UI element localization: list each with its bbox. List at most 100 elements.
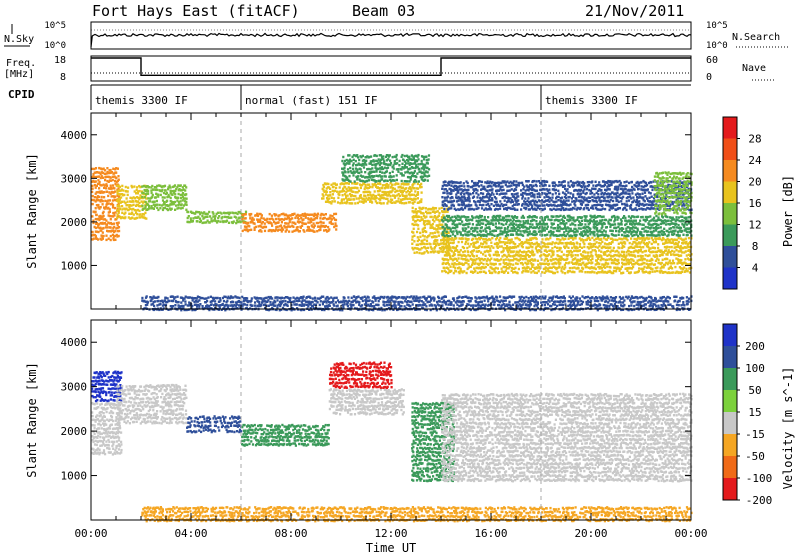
data-cell xyxy=(625,230,628,233)
data-cell xyxy=(492,223,495,226)
data-cell xyxy=(375,154,378,158)
data-cell xyxy=(181,199,184,202)
data-cell xyxy=(400,179,403,183)
data-cell xyxy=(477,267,480,270)
data-cell xyxy=(557,184,560,187)
data-cell xyxy=(368,174,371,177)
data-cell xyxy=(459,233,462,236)
data-cell xyxy=(575,199,578,202)
data-cell xyxy=(452,199,456,203)
data-cell xyxy=(96,198,99,202)
data-cell xyxy=(98,182,101,185)
data-cell xyxy=(494,222,497,225)
data-cell xyxy=(652,219,655,222)
data-cell xyxy=(133,209,136,212)
data-cell xyxy=(639,258,642,262)
data-cell xyxy=(415,180,418,183)
data-cell xyxy=(663,242,666,245)
data-cell xyxy=(496,246,499,249)
data-cell xyxy=(459,253,462,257)
data-cell xyxy=(489,199,493,202)
data-cell xyxy=(521,214,524,218)
data-cell xyxy=(584,257,587,260)
data-cell xyxy=(659,267,662,270)
data-cell xyxy=(133,217,136,220)
data-cell xyxy=(548,262,551,266)
data-cell xyxy=(487,216,490,219)
data-cell xyxy=(525,238,528,241)
data-cell xyxy=(94,176,97,179)
data-cell xyxy=(463,195,466,198)
data-cell xyxy=(487,245,490,248)
data-cell xyxy=(589,214,592,217)
data-cell xyxy=(114,182,117,186)
data-cell xyxy=(383,175,386,178)
data-cell xyxy=(568,214,571,218)
data-cell xyxy=(394,201,397,204)
data-cell xyxy=(362,179,365,183)
data-cell xyxy=(681,251,684,254)
data-cell xyxy=(588,271,591,274)
data-cell xyxy=(297,217,300,221)
data-cell xyxy=(222,220,225,224)
data-cell xyxy=(481,187,484,191)
data-cell xyxy=(673,262,676,265)
data-cell xyxy=(335,186,338,190)
data-cell xyxy=(521,181,524,184)
data-cell xyxy=(416,201,419,204)
data-cell xyxy=(355,164,358,167)
data-cell xyxy=(162,206,165,210)
data-cell xyxy=(539,222,543,226)
data-cell xyxy=(211,220,214,223)
data-cell xyxy=(534,215,537,219)
data-cell xyxy=(103,186,106,189)
data-cell xyxy=(411,246,414,250)
data-cell xyxy=(583,182,586,185)
data-cell xyxy=(447,243,450,246)
data-cell xyxy=(526,188,529,191)
data-cell xyxy=(592,244,595,248)
data-cell xyxy=(100,215,103,218)
data-cell xyxy=(452,221,455,225)
data-cell xyxy=(666,229,669,233)
data-cell xyxy=(654,266,657,270)
data-cell xyxy=(620,220,623,223)
data-cell xyxy=(369,191,372,194)
data-cell xyxy=(584,233,587,236)
data-cell xyxy=(576,249,579,253)
data-cell xyxy=(329,200,332,204)
data-cell xyxy=(185,200,188,204)
data-cell xyxy=(524,203,527,206)
data-cell xyxy=(136,200,139,203)
data-cell xyxy=(304,222,307,225)
data-cell xyxy=(469,218,472,221)
data-cell xyxy=(686,233,689,237)
data-cell xyxy=(614,218,617,222)
data-cell xyxy=(159,184,162,187)
data-cell xyxy=(519,257,522,260)
data-cell xyxy=(573,227,576,231)
data-cell xyxy=(520,193,524,196)
data-cell xyxy=(272,218,275,221)
data-cell xyxy=(448,226,451,229)
data-cell xyxy=(353,182,356,185)
data-cell xyxy=(166,199,169,202)
data-cell xyxy=(403,202,406,205)
data-cell xyxy=(452,189,455,192)
data-cell xyxy=(542,229,545,232)
data-cell xyxy=(533,271,536,274)
data-cell xyxy=(424,178,427,182)
data-cell xyxy=(443,229,446,232)
nave-tick-bottom: 0 xyxy=(706,72,712,83)
data-cell xyxy=(370,170,373,174)
data-cell xyxy=(545,250,548,253)
data-cell xyxy=(119,193,122,196)
data-cell xyxy=(115,233,118,237)
data-cell xyxy=(641,269,644,273)
data-cell xyxy=(389,159,392,162)
data-cell xyxy=(102,218,105,221)
data-cell xyxy=(686,245,689,248)
data-cell xyxy=(505,207,508,210)
data-cell xyxy=(121,211,124,214)
data-cell xyxy=(380,167,383,171)
